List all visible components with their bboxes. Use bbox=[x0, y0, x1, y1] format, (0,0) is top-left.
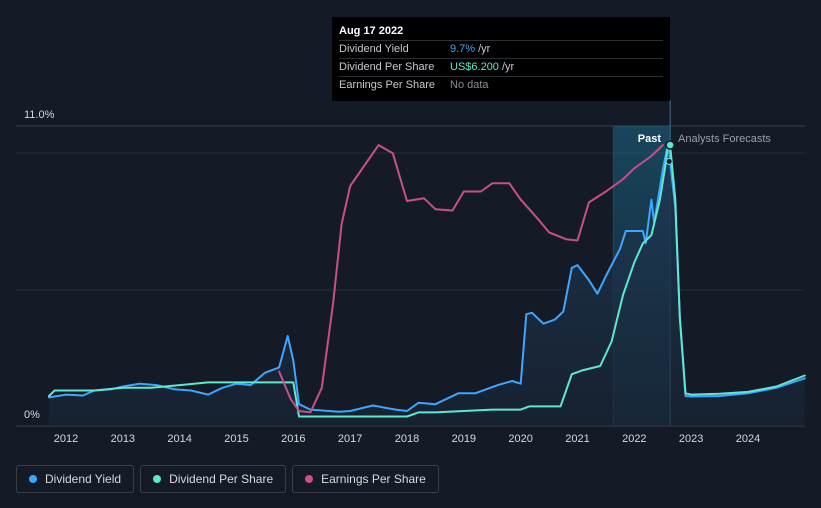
series-fill-0 bbox=[49, 142, 805, 426]
grid-lines bbox=[16, 125, 805, 427]
series-line-earnings-per-share bbox=[278, 144, 664, 414]
x-tick-label: 2022 bbox=[622, 433, 646, 445]
tooltip-unit: /yr bbox=[501, 61, 515, 73]
series-line-dividend-per-share bbox=[48, 141, 806, 418]
x-tick-label: 2015 bbox=[224, 433, 248, 445]
y-axis: 11.0% 0% bbox=[24, 109, 55, 421]
forecast-label: Analysts Forecasts bbox=[678, 133, 771, 145]
yield-marker bbox=[665, 157, 673, 165]
legend-dot-icon bbox=[29, 475, 37, 483]
tooltip-label: Dividend Per Share bbox=[339, 61, 435, 73]
x-tick-label: 2019 bbox=[452, 433, 476, 445]
tooltip-label: Earnings Per Share bbox=[339, 79, 435, 91]
x-tick-label: 2021 bbox=[565, 433, 589, 445]
y-tick-label: 0% bbox=[24, 409, 40, 421]
x-tick-label: 2012 bbox=[54, 433, 78, 445]
legend-dot-icon bbox=[153, 475, 162, 483]
tooltip-value: No data bbox=[450, 79, 489, 91]
tooltip: Aug 17 2022 Dividend Yield 9.7% /yr Divi… bbox=[332, 17, 670, 101]
x-axis: 2012 2013 2014 2015 2016 2017 2018 2019 2020 2021… bbox=[54, 433, 760, 445]
dps-marker bbox=[665, 140, 675, 150]
x-tick-label: 2018 bbox=[395, 433, 419, 445]
legend: Dividend Yield Dividend Per Share Earnin… bbox=[16, 465, 439, 493]
tooltip-date: Aug 17 2022 bbox=[339, 25, 404, 37]
x-tick-label: 2016 bbox=[281, 433, 305, 445]
legend-item-earnings-per-share[interactable]: Earnings Per Share bbox=[292, 465, 439, 493]
tooltip-unit: /yr bbox=[478, 43, 491, 55]
tooltip-row-eps: Earnings Per Share No data bbox=[339, 76, 663, 94]
x-tick-label: 2023 bbox=[679, 433, 703, 445]
x-tick-label: 2013 bbox=[111, 433, 135, 445]
tooltip-value: US$6.200 bbox=[450, 61, 499, 73]
past-label: Past bbox=[638, 133, 662, 145]
tooltip-row-yield: Dividend Yield 9.7% /yr bbox=[339, 40, 663, 58]
series-markers bbox=[665, 140, 675, 165]
tooltip-row-dps: Dividend Per Share US$6.200 /yr bbox=[339, 58, 663, 76]
legend-item-dividend-yield[interactable]: Dividend Yield bbox=[16, 465, 135, 493]
legend-dot-icon bbox=[305, 475, 314, 483]
y-tick-label: 11.0% bbox=[24, 109, 55, 121]
legend-label: Dividend Yield bbox=[45, 472, 122, 486]
series-fills bbox=[49, 142, 805, 426]
series-lines bbox=[48, 141, 806, 418]
tooltip-value: 9.7% bbox=[450, 43, 476, 55]
legend-item-dividend-per-share[interactable]: Dividend Per Share bbox=[140, 465, 287, 493]
legend-label: Dividend Per Share bbox=[169, 472, 274, 486]
x-tick-label: 2024 bbox=[736, 433, 760, 445]
x-tick-label: 2017 bbox=[338, 433, 362, 445]
series-line-dividend-yield bbox=[48, 141, 806, 413]
x-tick-label: 2014 bbox=[167, 433, 191, 445]
legend-label: Earnings Per Share bbox=[321, 472, 426, 486]
x-tick-label: 2020 bbox=[508, 433, 532, 445]
tooltip-label: Dividend Yield bbox=[339, 43, 409, 55]
